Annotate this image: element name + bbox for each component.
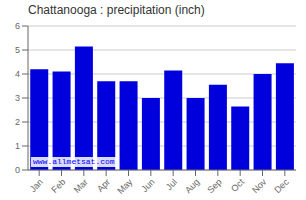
svg-text:May: May	[115, 177, 134, 196]
svg-text:5: 5	[15, 45, 20, 55]
svg-text:Dec: Dec	[272, 177, 291, 196]
svg-text:Jun: Jun	[139, 177, 156, 194]
svg-text:4: 4	[15, 69, 20, 79]
svg-text:1: 1	[15, 141, 20, 151]
svg-text:0: 0	[15, 165, 20, 175]
svg-text:Jan: Jan	[28, 177, 45, 194]
svg-text:Nov: Nov	[250, 177, 269, 196]
svg-text:3: 3	[15, 93, 20, 103]
svg-text:Mar: Mar	[72, 177, 90, 195]
html-text:www.allmetsat.com: www.allmetsat.com	[33, 157, 115, 166]
svg-text:Oct: Oct	[229, 177, 246, 194]
svg-text:Jul: Jul	[164, 177, 179, 192]
svg-text:Feb: Feb	[49, 177, 67, 195]
svg-text:6: 6	[15, 21, 20, 31]
svg-text:Apr: Apr	[95, 177, 112, 194]
svg-text:Sep: Sep	[205, 177, 223, 195]
svg-text:2: 2	[15, 117, 20, 127]
svg-text:Aug: Aug	[183, 177, 201, 195]
html-text:Chattanooga : precipitation (i: Chattanooga : precipitation (inch)	[28, 3, 205, 17]
